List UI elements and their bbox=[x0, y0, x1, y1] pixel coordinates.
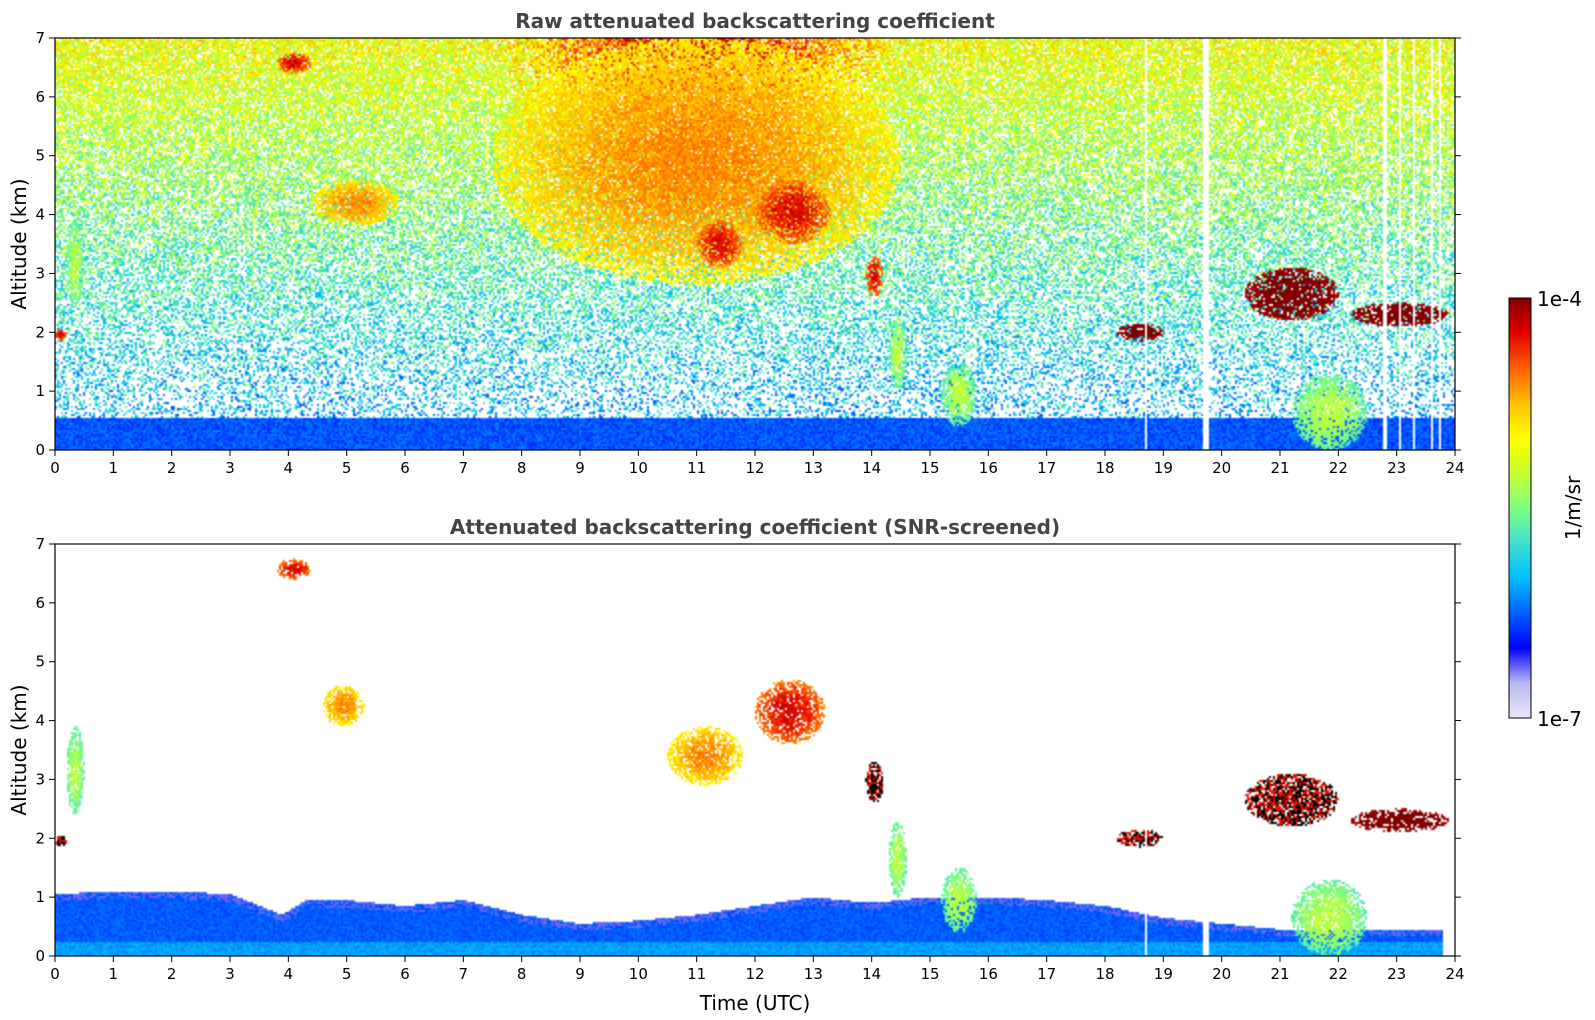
x-tick-label: 11 bbox=[687, 965, 706, 983]
x-tick-label: 4 bbox=[284, 965, 294, 983]
x-tick-label: 3 bbox=[225, 965, 235, 983]
chart-title: Attenuated backscattering coefficient (S… bbox=[450, 515, 1060, 539]
y-tick-label: 3 bbox=[35, 770, 45, 788]
x-tick-label: 18 bbox=[1095, 965, 1114, 983]
x-tick-label: 19 bbox=[1154, 459, 1173, 477]
x-tick-label: 8 bbox=[517, 965, 527, 983]
x-tick-label: 22 bbox=[1329, 459, 1348, 477]
x-tick-label: 21 bbox=[1270, 459, 1289, 477]
x-tick-label: 19 bbox=[1154, 965, 1173, 983]
y-tick-label: 1 bbox=[35, 888, 45, 906]
chart-title: Raw attenuated backscattering coefficien… bbox=[515, 9, 995, 33]
x-tick-label: 7 bbox=[459, 459, 469, 477]
y-axis-label: Altitude (km) bbox=[7, 684, 31, 815]
x-tick-label: 23 bbox=[1387, 965, 1406, 983]
x-axis-label: Time (UTC) bbox=[699, 991, 811, 1015]
x-tick-label: 17 bbox=[1037, 459, 1056, 477]
x-tick-label: 0 bbox=[50, 965, 60, 983]
y-tick-label: 2 bbox=[35, 323, 45, 341]
x-tick-label: 1 bbox=[109, 459, 119, 477]
x-tick-label: 15 bbox=[920, 965, 939, 983]
heatmap-image bbox=[55, 38, 1455, 450]
panel-screened: Attenuated backscattering coefficient (S… bbox=[7, 515, 1465, 1015]
x-tick-label: 18 bbox=[1095, 459, 1114, 477]
heatmap-raw bbox=[55, 38, 1455, 450]
x-tick-label: 9 bbox=[575, 459, 585, 477]
x-tick-label: 23 bbox=[1387, 459, 1406, 477]
colorbar-gradient bbox=[1508, 297, 1532, 719]
x-tick-label: 8 bbox=[517, 459, 527, 477]
y-axis-label: Altitude (km) bbox=[7, 178, 31, 309]
x-tick-label: 11 bbox=[687, 459, 706, 477]
x-axis: 0 1 2 3 4 5 6 7 8 9 10 11 12 13 14 15 16 17 18 19 20 21 22 23 24 bbox=[50, 956, 1465, 983]
x-tick-label: 22 bbox=[1329, 965, 1348, 983]
y-tick-label: 4 bbox=[35, 712, 45, 730]
x-tick-label: 6 bbox=[400, 459, 410, 477]
x-tick-label: 6 bbox=[400, 965, 410, 983]
y-tick-label: 6 bbox=[35, 88, 45, 106]
heatmap-screened bbox=[55, 544, 1455, 956]
y-tick-label: 6 bbox=[35, 594, 45, 612]
y-tick-label: 7 bbox=[35, 29, 45, 47]
x-tick-label: 5 bbox=[342, 459, 352, 477]
x-tick-label: 14 bbox=[862, 459, 881, 477]
y-axis: 0 1 2 3 4 5 6 7 bbox=[35, 535, 1461, 965]
colorbar-label: 1/m/sr bbox=[1561, 475, 1585, 540]
x-tick-label: 12 bbox=[745, 459, 764, 477]
x-tick-label: 16 bbox=[979, 965, 998, 983]
y-tick-label: 0 bbox=[35, 441, 45, 459]
x-tick-label: 1 bbox=[109, 965, 119, 983]
colorbar: 1e-4 1e-7 1/m/sr bbox=[1508, 287, 1585, 731]
y-tick-label: 2 bbox=[35, 829, 45, 847]
x-tick-label: 20 bbox=[1212, 965, 1231, 983]
y-tick-label: 0 bbox=[35, 947, 45, 965]
x-tick-label: 21 bbox=[1270, 965, 1289, 983]
x-tick-label: 16 bbox=[979, 459, 998, 477]
x-tick-label: 4 bbox=[284, 459, 294, 477]
panel-raw: Raw attenuated backscattering coefficien… bbox=[7, 9, 1465, 477]
x-tick-label: 10 bbox=[629, 459, 648, 477]
x-tick-label: 3 bbox=[225, 459, 235, 477]
y-tick-label: 1 bbox=[35, 382, 45, 400]
x-axis: 0 1 2 3 4 5 6 7 8 9 10 11 12 13 14 15 16 17 18 19 20 21 22 23 24 bbox=[50, 450, 1465, 477]
y-tick-label: 3 bbox=[35, 264, 45, 282]
x-tick-label: 2 bbox=[167, 459, 177, 477]
x-tick-label: 7 bbox=[459, 965, 469, 983]
y-axis: 0 1 2 3 4 5 6 7 bbox=[35, 29, 1461, 459]
x-tick-label: 24 bbox=[1445, 459, 1464, 477]
x-tick-label: 13 bbox=[804, 459, 823, 477]
y-tick-label: 5 bbox=[35, 653, 45, 671]
x-tick-label: 5 bbox=[342, 965, 352, 983]
x-tick-label: 14 bbox=[862, 965, 881, 983]
colorbar-max-label: 1e-4 bbox=[1537, 287, 1582, 311]
y-tick-label: 4 bbox=[35, 206, 45, 224]
y-tick-label: 7 bbox=[35, 535, 45, 553]
x-tick-label: 12 bbox=[745, 965, 764, 983]
x-tick-label: 10 bbox=[629, 965, 648, 983]
y-tick-label: 5 bbox=[35, 147, 45, 165]
colorbar-min-label: 1e-7 bbox=[1537, 707, 1582, 731]
x-tick-label: 13 bbox=[804, 965, 823, 983]
x-tick-label: 2 bbox=[167, 965, 177, 983]
x-tick-label: 15 bbox=[920, 459, 939, 477]
x-tick-label: 24 bbox=[1445, 965, 1464, 983]
x-tick-label: 20 bbox=[1212, 459, 1231, 477]
x-tick-label: 17 bbox=[1037, 965, 1056, 983]
heatmap-image bbox=[55, 544, 1455, 956]
x-tick-label: 9 bbox=[575, 965, 585, 983]
x-tick-label: 0 bbox=[50, 459, 60, 477]
